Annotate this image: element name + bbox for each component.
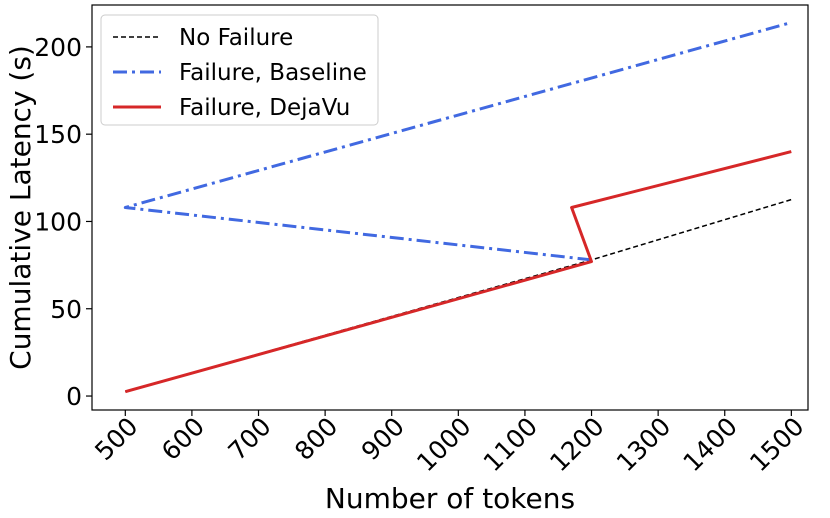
x-tick-label: 800 xyxy=(289,412,343,466)
x-tick-label: 500 xyxy=(89,412,143,466)
legend-label-2: Failure, Baseline xyxy=(179,60,367,86)
x-tick-label: 900 xyxy=(356,412,410,466)
x-tick-label: 1000 xyxy=(411,412,476,477)
legend: No Failure Failure, Baseline Failure, Deja… xyxy=(100,14,379,126)
series-line-3 xyxy=(124,150,792,394)
x-tick-label: 1300 xyxy=(611,412,676,477)
x-tick-label: 1200 xyxy=(544,412,609,477)
y-tick-label: 50 xyxy=(50,295,82,324)
x-tick-label: 1500 xyxy=(744,412,809,477)
y-tick-label: 100 xyxy=(34,207,82,236)
x-tick-label: 1400 xyxy=(677,412,742,477)
x-tick-label: 1100 xyxy=(478,412,543,477)
x-axis-label: Number of tokens xyxy=(325,482,575,515)
series-line-2 xyxy=(123,21,792,262)
x-tick-label: 700 xyxy=(223,412,277,466)
series-lines xyxy=(123,21,792,394)
x-tick-label: 600 xyxy=(156,412,210,466)
legend-label-3: Failure, DejaVu xyxy=(179,95,350,121)
y-tick-label: 0 xyxy=(66,382,82,411)
y-tick-label: 150 xyxy=(34,120,82,149)
plot-area xyxy=(91,4,809,411)
legend-label-1: No Failure xyxy=(179,25,293,51)
y-tick-label: 200 xyxy=(34,33,82,62)
legend-box xyxy=(100,14,379,126)
y-axis-label: Cumulative Latency (s) xyxy=(4,45,37,370)
